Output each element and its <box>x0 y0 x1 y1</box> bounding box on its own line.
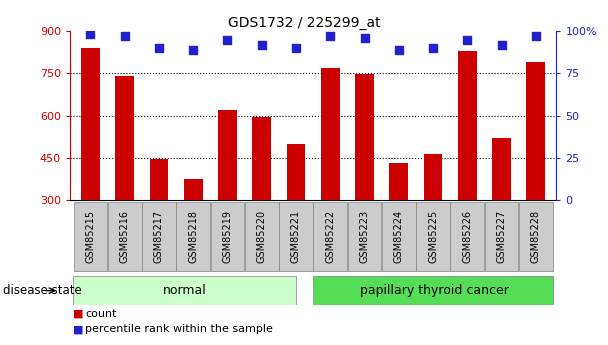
Text: normal: normal <box>163 284 207 297</box>
Bar <box>184 179 202 200</box>
Bar <box>218 110 237 200</box>
Text: count: count <box>85 309 117 319</box>
Point <box>394 47 404 52</box>
Text: percentile rank within the sample: percentile rank within the sample <box>85 325 273 334</box>
Bar <box>116 76 134 200</box>
Point <box>120 33 130 39</box>
Bar <box>355 74 374 200</box>
Point <box>188 47 198 52</box>
FancyBboxPatch shape <box>279 201 313 271</box>
FancyBboxPatch shape <box>416 201 450 271</box>
Point <box>154 45 164 51</box>
Point <box>497 42 506 47</box>
Point <box>531 33 541 39</box>
Text: papillary thyroid cancer: papillary thyroid cancer <box>361 284 509 297</box>
Bar <box>321 68 340 200</box>
Point <box>428 45 438 51</box>
FancyBboxPatch shape <box>245 201 278 271</box>
Bar <box>286 144 305 200</box>
FancyBboxPatch shape <box>176 201 210 271</box>
Bar <box>527 62 545 200</box>
FancyBboxPatch shape <box>451 201 484 271</box>
Text: GSM85227: GSM85227 <box>497 210 506 263</box>
Text: GSM85215: GSM85215 <box>86 210 95 263</box>
Text: GDS1732 / 225299_at: GDS1732 / 225299_at <box>227 16 381 30</box>
Text: GSM85221: GSM85221 <box>291 210 301 263</box>
Text: GSM85226: GSM85226 <box>462 210 472 263</box>
Text: GSM85219: GSM85219 <box>223 210 232 263</box>
Text: GSM85217: GSM85217 <box>154 210 164 263</box>
Bar <box>424 154 443 200</box>
Text: GSM85218: GSM85218 <box>188 210 198 263</box>
Text: GSM85216: GSM85216 <box>120 210 130 263</box>
Text: ■: ■ <box>73 325 87 334</box>
Point <box>86 32 95 37</box>
FancyBboxPatch shape <box>313 201 347 271</box>
FancyBboxPatch shape <box>74 276 296 305</box>
FancyBboxPatch shape <box>210 201 244 271</box>
Point <box>463 37 472 42</box>
FancyBboxPatch shape <box>485 201 519 271</box>
Text: GSM85228: GSM85228 <box>531 210 541 263</box>
Bar <box>458 51 477 200</box>
FancyBboxPatch shape <box>108 201 142 271</box>
Text: GSM85225: GSM85225 <box>428 210 438 263</box>
Bar <box>252 117 271 200</box>
Text: GSM85224: GSM85224 <box>394 210 404 263</box>
FancyBboxPatch shape <box>382 201 416 271</box>
Point <box>291 45 301 51</box>
FancyBboxPatch shape <box>74 201 108 271</box>
Text: disease state: disease state <box>3 284 82 297</box>
FancyBboxPatch shape <box>142 201 176 271</box>
Bar <box>81 48 100 200</box>
FancyBboxPatch shape <box>348 201 381 271</box>
Text: ■: ■ <box>73 309 87 319</box>
Text: GSM85222: GSM85222 <box>325 210 335 263</box>
Point <box>360 35 370 41</box>
Text: GSM85220: GSM85220 <box>257 210 267 263</box>
Bar <box>492 138 511 200</box>
FancyBboxPatch shape <box>519 201 553 271</box>
FancyBboxPatch shape <box>313 276 553 305</box>
Point <box>223 37 232 42</box>
Point <box>257 42 266 47</box>
Text: GSM85223: GSM85223 <box>359 210 370 263</box>
Bar <box>389 164 408 200</box>
Bar <box>150 159 168 200</box>
Point <box>325 33 335 39</box>
